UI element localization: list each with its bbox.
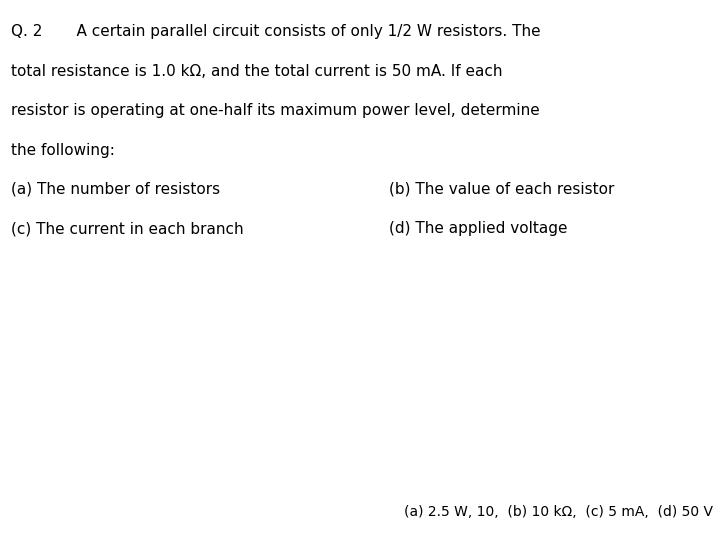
Text: resistor is operating at one-half its maximum power level, determine: resistor is operating at one-half its ma… <box>11 103 539 118</box>
Text: (d) The applied voltage: (d) The applied voltage <box>389 221 567 237</box>
Text: (a) The number of resistors: (a) The number of resistors <box>11 182 220 197</box>
Text: total resistance is 1.0 kΩ, and the total current is 50 mA. If each: total resistance is 1.0 kΩ, and the tota… <box>11 64 503 79</box>
Text: Q. 2       A certain parallel circuit consists of only 1/2 W resistors. The: Q. 2 A certain parallel circuit consists… <box>11 24 541 39</box>
Text: the following:: the following: <box>11 143 114 158</box>
Text: (a) 2.5 W, 10,  (b) 10 kΩ,  (c) 5 mA,  (d) 50 V: (a) 2.5 W, 10, (b) 10 kΩ, (c) 5 mA, (d) … <box>404 505 713 519</box>
Text: (b) The value of each resistor: (b) The value of each resistor <box>389 182 614 197</box>
Text: (c) The current in each branch: (c) The current in each branch <box>11 221 243 237</box>
